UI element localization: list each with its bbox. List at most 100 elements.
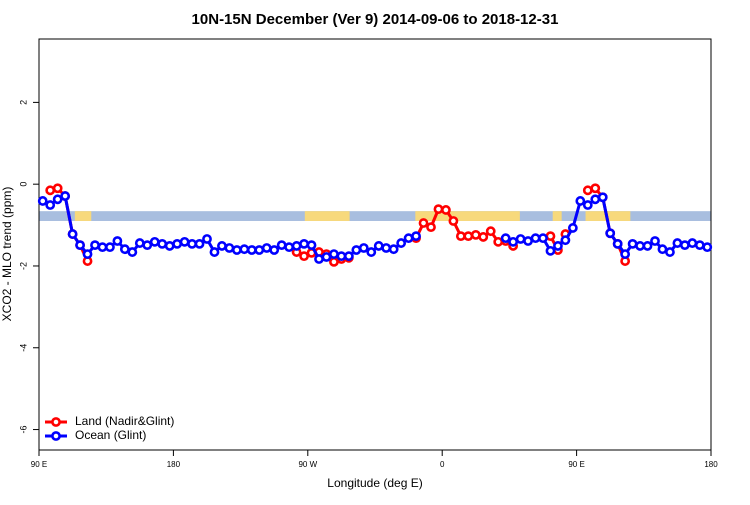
data-point — [493, 236, 504, 247]
y-tick-label: -2 — [18, 262, 28, 270]
data-point — [269, 245, 280, 255]
data-point — [52, 194, 63, 205]
data-point — [75, 240, 85, 251]
data-point — [142, 240, 153, 251]
data-point — [665, 247, 675, 257]
data-point — [590, 194, 601, 205]
data-point — [90, 240, 100, 251]
data-point — [560, 235, 571, 246]
data-point — [657, 244, 668, 255]
land-region — [74, 211, 92, 221]
data-point — [478, 232, 489, 242]
x-tick-label: 0 — [440, 460, 445, 469]
data-point — [351, 245, 362, 255]
data-point — [441, 205, 451, 215]
data-point — [545, 245, 556, 256]
data-point — [694, 240, 705, 251]
data-point — [530, 233, 541, 244]
data-point — [329, 249, 339, 260]
data-point — [702, 242, 713, 253]
legend-label: Land (Nadir&Glint) — [75, 414, 174, 428]
data-point — [112, 236, 123, 246]
data-point — [620, 249, 631, 260]
data-point — [343, 251, 354, 262]
data-point — [433, 204, 444, 215]
x-tick-label: 90 E — [31, 460, 47, 469]
x-axis-label: Longitude (deg E) — [327, 476, 422, 490]
data-point — [650, 236, 660, 246]
data-point — [358, 243, 369, 253]
data-point — [635, 241, 645, 251]
chart-title: 10N-15N December (Ver 9) 2014-09-06 to 2… — [192, 11, 559, 28]
data-point — [187, 238, 197, 249]
data-point — [582, 185, 593, 196]
y-tick-label: -4 — [18, 344, 28, 352]
data-point — [508, 236, 519, 247]
data-point — [105, 242, 115, 253]
x-tick-label: 180 — [704, 460, 718, 469]
data-point — [276, 240, 287, 251]
data-point — [463, 231, 474, 242]
data-point — [336, 251, 347, 262]
data-point — [284, 242, 295, 253]
data-point — [97, 242, 108, 253]
data-point — [299, 238, 309, 249]
legend-marker — [51, 417, 61, 427]
data-point — [149, 236, 160, 247]
data-point — [127, 247, 138, 257]
data-point — [523, 236, 533, 246]
data-point — [52, 183, 63, 194]
data-point — [500, 233, 511, 244]
x-tick-label: 90 E — [568, 460, 584, 469]
land-region — [304, 211, 350, 221]
data-point — [545, 231, 556, 242]
y-axis-label: XCO2 - MLO trend (ppm) — [0, 187, 14, 322]
data-point — [231, 245, 242, 255]
y-tick-label: 2 — [18, 100, 28, 105]
data-point — [538, 233, 548, 244]
data-point — [157, 238, 168, 249]
data-point — [299, 251, 309, 262]
data-point — [470, 229, 481, 240]
data-point — [455, 231, 466, 242]
data-point — [373, 241, 384, 251]
data-point — [45, 185, 56, 196]
data-point — [194, 238, 205, 249]
data-point — [485, 226, 496, 237]
data-point — [314, 254, 324, 264]
data-point — [396, 238, 407, 248]
data-point — [224, 243, 235, 253]
data-point — [306, 240, 317, 251]
data-point — [627, 238, 638, 249]
data-point — [261, 243, 272, 253]
y-tick-label: 0 — [18, 182, 28, 187]
data-point — [217, 241, 227, 251]
data-point — [381, 243, 392, 253]
legend-label: Ocean (Glint) — [75, 428, 146, 442]
data-point — [82, 249, 93, 260]
data-point — [567, 223, 578, 233]
data-point — [291, 241, 302, 251]
data-point — [403, 233, 414, 244]
data-point — [411, 231, 421, 242]
land-region — [552, 211, 562, 221]
data-point — [597, 192, 608, 203]
data-point — [254, 245, 265, 255]
data-point — [172, 238, 183, 249]
land-region — [415, 211, 520, 221]
data-point — [590, 183, 601, 194]
data-point — [329, 256, 339, 267]
data-point — [67, 229, 78, 239]
data-point — [679, 240, 690, 251]
data-point — [553, 241, 563, 251]
x-tick-label: 90 W — [298, 460, 317, 469]
data-point — [366, 247, 377, 257]
data-point — [239, 244, 250, 255]
data-point — [388, 244, 399, 255]
data-point — [209, 247, 220, 257]
data-point — [672, 238, 683, 248]
data-point — [687, 238, 698, 248]
data-point — [246, 245, 257, 255]
